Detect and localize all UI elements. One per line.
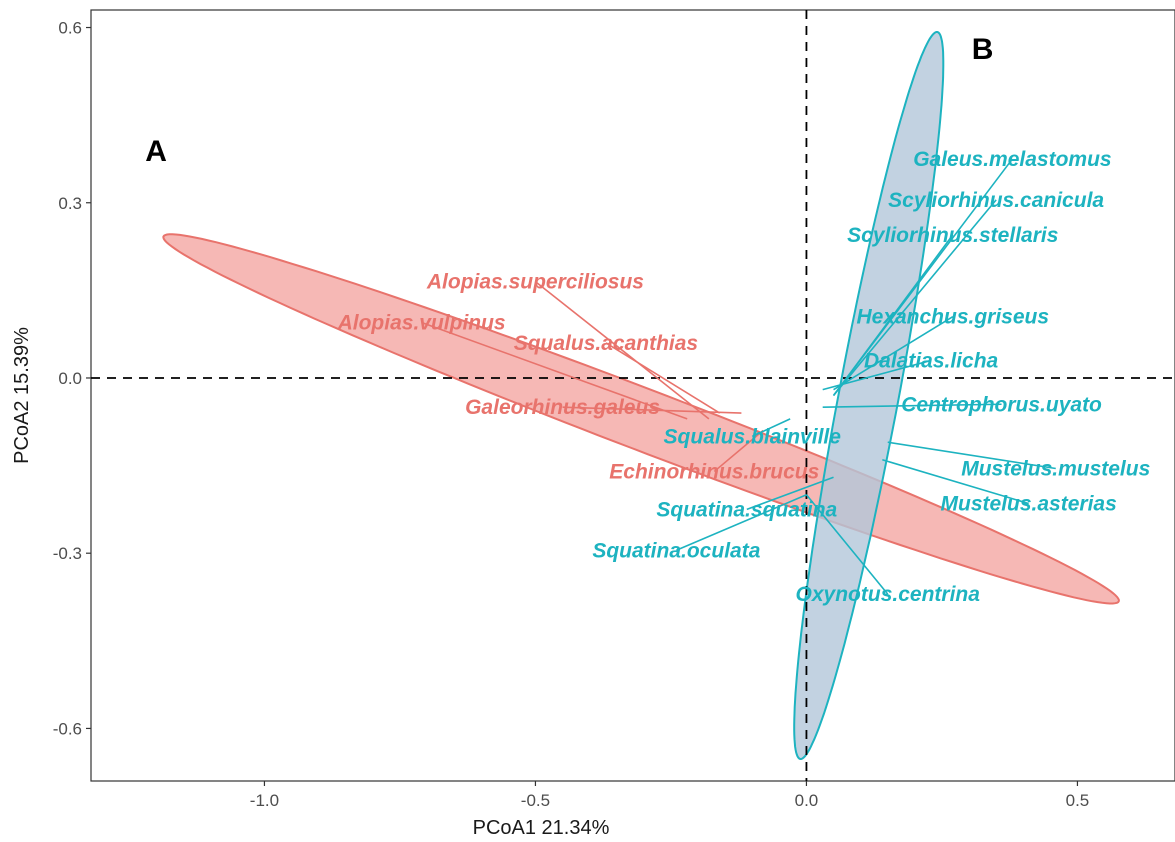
label-oxynotus-centrina: Oxynotus.centrina: [796, 583, 981, 606]
segment-dalatias-licha: [822, 359, 932, 391]
segment-galeorhinus-galeus: [562, 406, 742, 414]
segment-echinorhinus-brucus: [713, 429, 764, 473]
label-segments-layer: [421, 158, 1056, 595]
y-axis-ticks: -0.6 -0.3 0.0 0.3 0.6: [53, 19, 91, 738]
x-tick-label: -1.0: [250, 791, 279, 810]
label-mustelus-asterias: Mustelus.asterias: [941, 493, 1117, 516]
label-galeus-melastomus: Galeus.melastomus: [913, 148, 1111, 171]
group-label-b: B: [972, 33, 994, 66]
segment-scyliorhinus-canicula: [832, 199, 997, 397]
label-squalus-acanthias: Squalus.acanthias: [514, 332, 698, 355]
segment-centrophorus-uyato: [822, 403, 1002, 408]
y-tick-label: 0.6: [58, 19, 82, 38]
segment-mustelus-asterias: [882, 458, 1029, 505]
y-tick-label: 0.0: [58, 369, 82, 388]
label-centrophorus-uyato: Centrophorus.uyato: [901, 393, 1102, 416]
segment-scyliorhinus-stellaris: [832, 234, 954, 396]
group-labels-layer: AB: [145, 33, 993, 168]
x-axis-ticks: -1.0 -0.5 0.0 0.5: [250, 781, 1089, 810]
ellipses-layer: [162, 31, 1120, 760]
x-axis-title: PCoA1 21.34%: [473, 817, 610, 839]
label-scyliorhinus-stellaris: Scyliorhinus.stellaris: [847, 224, 1058, 247]
label-scyliorhinus-canicula: Scyliorhinus.canicula: [888, 189, 1104, 212]
label-squatina-oculata: Squatina.oculata: [592, 539, 760, 562]
y-tick-label: -0.6: [53, 719, 82, 738]
plot-panel: [90, 9, 1175, 782]
segment-alopias-superciliosus: [534, 280, 710, 420]
x-tick-label: -0.5: [521, 791, 550, 810]
x-tick-label: 0.5: [1066, 791, 1090, 810]
segment-oxynotus-centrina: [805, 494, 889, 595]
species-labels-layer: Alopias.superciliosus Alopias.vulpinus Squ…: [337, 148, 1151, 606]
reference-lines-layer: [91, 10, 1175, 781]
label-mustelus-mustelus: Mustelus.mustelus: [961, 458, 1150, 481]
segment-squalus-acanthias: [605, 342, 721, 414]
label-squalus-blainville: Squalus.blainville: [664, 425, 842, 448]
label-alopias-vulpinus: Alopias.vulpinus: [337, 311, 506, 334]
label-echinorhinus-brucus: Echinorhinus.brucus: [609, 460, 819, 483]
ellipse-group-b: [793, 31, 945, 760]
label-alopias-superciliosus: Alopias.superciliosus: [426, 271, 644, 294]
segment-squatina-oculata: [676, 494, 807, 552]
segment-hexanchus-griseus: [833, 315, 954, 391]
x-tick-label: 0.0: [795, 791, 819, 810]
y-axis-title: PCoA2 15.39%: [11, 327, 33, 464]
segment-alopias-vulpinus: [421, 321, 688, 420]
segment-mustelus-mustelus: [887, 441, 1056, 470]
segment-squalus-blainville: [751, 418, 791, 438]
label-squatina-squatina: Squatina.squatina: [656, 498, 837, 521]
y-tick-label: -0.3: [53, 544, 82, 563]
group-label-a: A: [145, 135, 167, 168]
y-tick-label: 0.3: [58, 194, 82, 213]
label-hexanchus-griseus: Hexanchus.griseus: [856, 306, 1049, 329]
label-galeorhinus-galeus: Galeorhinus.galeus: [465, 396, 660, 419]
label-dalatias-licha: Dalatias.licha: [864, 349, 999, 372]
segment-squatina-squatina: [746, 476, 834, 511]
